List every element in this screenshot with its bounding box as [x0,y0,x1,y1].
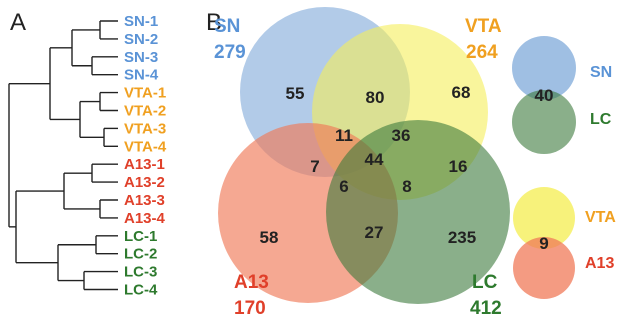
pair-label-sn: SN [590,64,612,81]
region-sn-only: 55 [286,84,305,103]
leaf-label-sn-3: SN-3 [124,49,158,66]
pair-circle-sn [512,36,576,100]
leaf-label-a13-1: A13-1 [124,156,165,173]
region-sn-a13: 7 [310,157,319,176]
leaf-label-vta-4: VTA-4 [124,138,167,155]
set-total-lc: 412 [470,298,502,319]
region-sn-vta-a13: 11 [335,126,353,145]
region-vta-a13-lc: 8 [402,177,411,196]
set-total-a13: 170 [234,298,266,319]
pair-circle-a13 [513,237,575,299]
leaf-label-a13-3: A13-3 [124,192,165,209]
pair-overlap-sn-lc: 40 [535,86,554,105]
set-name-a13: A13 [234,272,269,293]
dendrogram [8,20,118,291]
set-total-vta: 264 [466,42,498,63]
leaf-label-lc-3: LC-3 [124,264,157,281]
panel-a-label: A [10,9,26,36]
leaf-label-vta-2: VTA-2 [124,103,166,120]
region-vta-only: 68 [452,83,471,102]
pair-overlap-vta-a13: 9 [539,234,548,253]
leaf-label-vta-3: VTA-3 [124,120,166,137]
leaf-label-sn-1: SN-1 [124,13,158,30]
region-sn-vta: 80 [366,88,385,107]
pair-label-vta: VTA [585,209,616,226]
leaf-label-vta-1: VTA-1 [124,85,166,102]
set-name-vta: VTA [465,16,502,37]
leaf-label-sn-4: SN-4 [124,67,159,84]
set-total-sn: 279 [214,42,246,63]
pair-venn-sn-lc: SN LC 40 [512,36,612,154]
pair-label-lc: LC [590,111,612,128]
leaf-label-lc-4: LC-4 [124,282,158,299]
pair-circle-vta [513,187,575,249]
set-name-sn: SN [214,16,240,37]
region-a13-lc: 27 [365,223,384,242]
panel-b-label: B [206,9,222,36]
leaf-label-a13-4: A13-4 [124,210,166,227]
venn-circle-lc [326,120,510,304]
set-name-lc: LC [472,272,498,293]
leaf-label-lc-2: LC-2 [124,246,157,263]
four-set-venn: SN 279 VTA 264 A13 170 LC 412 55 80 68 1… [214,7,510,319]
region-vta-lc: 16 [449,157,468,176]
pair-venn-vta-a13: VTA A13 9 [513,187,616,299]
leaf-label-lc-1: LC-1 [124,228,157,245]
pair-label-a13: A13 [585,255,614,272]
leaf-label-a13-2: A13-2 [124,174,165,191]
leaf-label-sn-2: SN-2 [124,31,158,48]
dendrogram-leaf-labels: SN-1SN-2SN-3SN-4VTA-1VTA-2VTA-3VTA-4A13-… [124,13,167,299]
region-sn-vta-lc: 36 [392,126,411,145]
region-a13-only: 58 [260,228,279,247]
region-all-four: 44 [365,150,384,169]
region-sn-a13-lc: 6 [339,177,348,196]
pair-circle-lc [512,90,576,154]
region-lc-only: 235 [448,228,476,247]
